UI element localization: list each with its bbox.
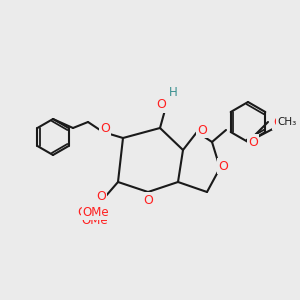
Text: H: H [169, 86, 177, 100]
Text: OMe: OMe [83, 206, 109, 218]
Text: O: O [100, 122, 110, 134]
Text: OMe: OMe [82, 214, 108, 227]
Text: O: O [273, 116, 283, 128]
Text: O: O [156, 98, 166, 112]
Text: O: O [96, 190, 106, 202]
Text: O: O [248, 136, 258, 148]
Text: O: O [143, 194, 153, 206]
Text: O: O [197, 124, 207, 136]
Text: O: O [96, 188, 106, 202]
Text: O: O [218, 160, 228, 172]
Text: CH₃: CH₃ [278, 117, 297, 127]
Text: O: O [77, 206, 87, 218]
Text: O: O [285, 116, 295, 128]
